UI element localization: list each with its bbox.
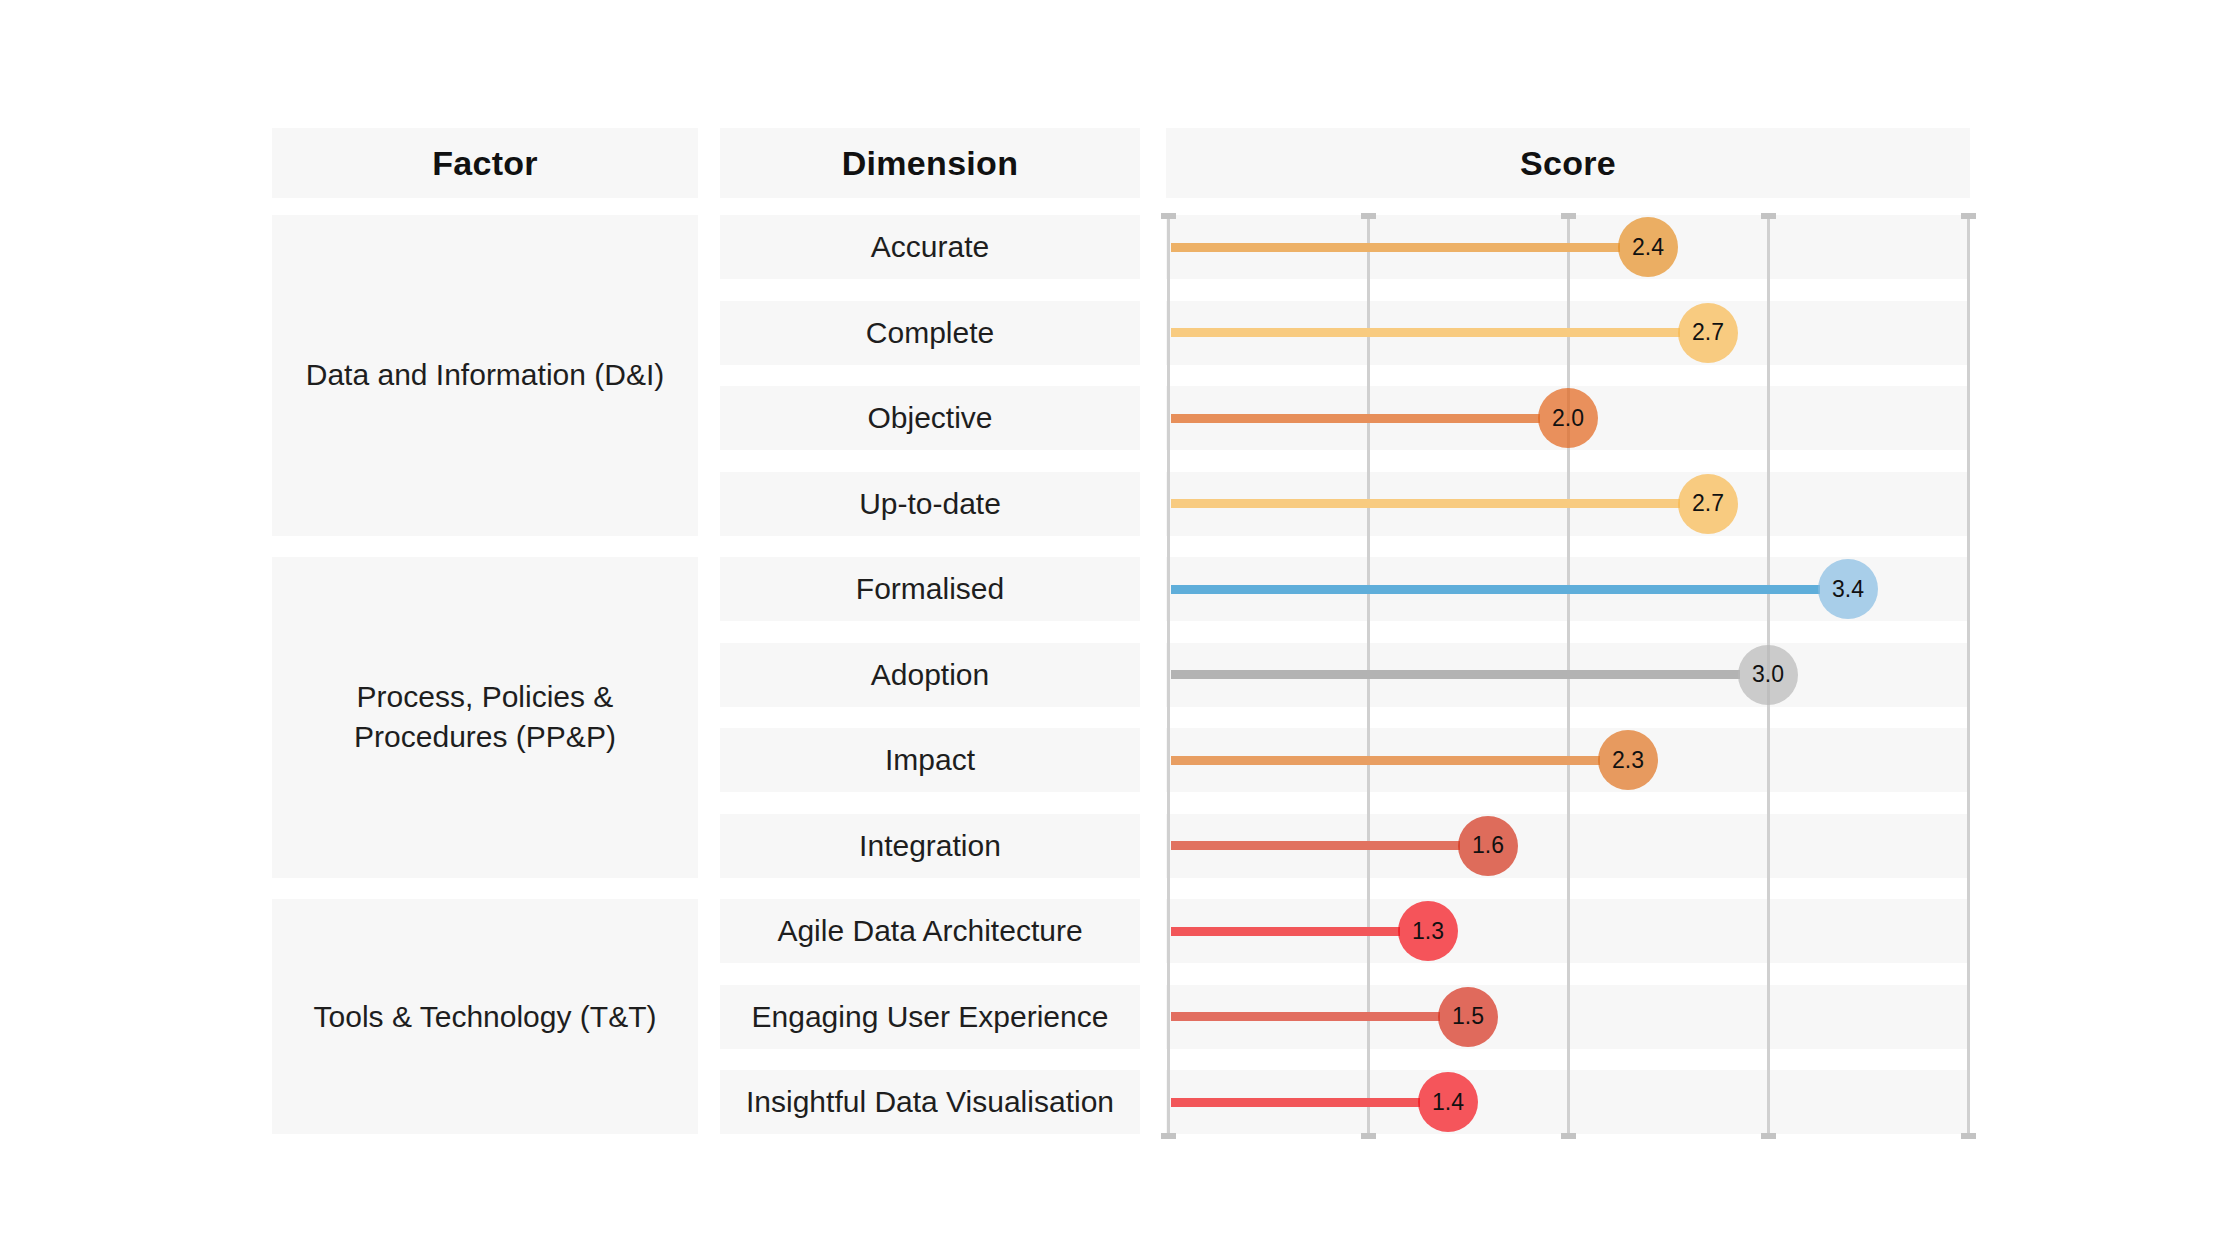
dimension-cell: Insightful Data Visualisation: [720, 1070, 1140, 1134]
dimension-cell: Agile Data Architecture: [720, 899, 1140, 963]
axis-gridline-bottom-cap: [1561, 1133, 1576, 1139]
dimension-cell: Impact: [720, 728, 1140, 792]
score-value-label: 1.4: [1418, 1072, 1478, 1132]
score-value-label: 1.6: [1458, 816, 1518, 876]
axis-gridline-top-cap: [1161, 213, 1176, 219]
data-maturity-lollipop-chart: Factor Dimension Score Data and Informat…: [0, 0, 2240, 1260]
dimension-cell: Up-to-date: [720, 472, 1140, 536]
factor-group-cell: Process, Policies & Procedures (PP&P): [272, 557, 698, 878]
score-value-label: 3.4: [1818, 559, 1878, 619]
factor-group-label: Process, Policies & Procedures (PP&P): [320, 677, 650, 757]
score-bar: [1171, 328, 1680, 337]
score-bar: [1171, 1012, 1440, 1021]
score-bar: [1171, 243, 1620, 252]
score-value-label: 1.3: [1398, 901, 1458, 961]
dimension-cell: Objective: [720, 386, 1140, 450]
dimension-cell: Accurate: [720, 215, 1140, 279]
score-bar: [1171, 1098, 1420, 1107]
dimension-cell: Engaging User Experience: [720, 985, 1140, 1049]
factor-group-label: Tools & Technology (T&T): [314, 997, 657, 1037]
axis-gridline-bottom-cap: [1761, 1133, 1776, 1139]
score-bar: [1171, 499, 1680, 508]
dimension-cell: Adoption: [720, 643, 1140, 707]
factor-group-cell: Data and Information (D&I): [272, 215, 698, 536]
score-bar: [1171, 756, 1600, 765]
score-bar: [1171, 670, 1740, 679]
dimension-column-header: Dimension: [720, 128, 1140, 198]
axis-gridline-bottom-cap: [1361, 1133, 1376, 1139]
axis-gridline-top-cap: [1961, 213, 1976, 219]
dimension-cell: Complete: [720, 301, 1140, 365]
score-value-label: 2.7: [1678, 303, 1738, 363]
score-value-label: 3.0: [1738, 645, 1798, 705]
score-value-label: 1.5: [1438, 987, 1498, 1047]
score-bar: [1171, 841, 1460, 850]
score-column-header: Score: [1166, 128, 1970, 198]
score-value-label: 2.7: [1678, 474, 1738, 534]
score-bar: [1171, 414, 1540, 423]
axis-gridline-bottom-cap: [1161, 1133, 1176, 1139]
score-bar: [1171, 927, 1400, 936]
factor-group-cell: Tools & Technology (T&T): [272, 899, 698, 1134]
axis-gridline-bottom-cap: [1961, 1133, 1976, 1139]
score-value-label: 2.0: [1538, 388, 1598, 448]
score-value-label: 2.3: [1598, 730, 1658, 790]
dimension-cell: Formalised: [720, 557, 1140, 621]
axis-gridline: [1967, 213, 1970, 1139]
score-value-label: 2.4: [1618, 217, 1678, 277]
axis-gridline-top-cap: [1561, 213, 1576, 219]
factor-column-header: Factor: [272, 128, 698, 198]
axis-gridline: [1167, 213, 1170, 1139]
axis-gridline-top-cap: [1761, 213, 1776, 219]
score-bar: [1171, 585, 1820, 594]
dimension-cell: Integration: [720, 814, 1140, 878]
axis-gridline-top-cap: [1361, 213, 1376, 219]
factor-group-label: Data and Information (D&I): [306, 355, 665, 395]
